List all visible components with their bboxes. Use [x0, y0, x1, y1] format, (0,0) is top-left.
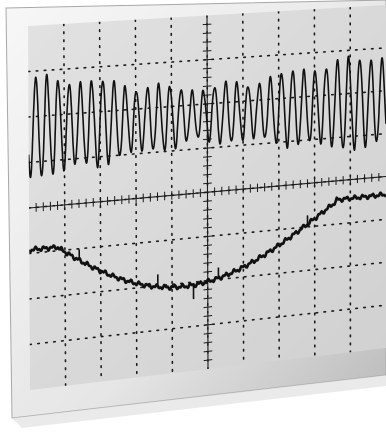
frame-shadow: [12, 375, 386, 428]
axis-tick: [203, 173, 212, 176]
axis-tick: [203, 226, 212, 229]
axis-tick: [203, 270, 213, 273]
axis-tick: [202, 23, 212, 26]
axis-tick: [202, 50, 212, 52]
axis-tick: [202, 111, 212, 114]
axis-tick: [203, 164, 212, 167]
axis-tick: [203, 332, 213, 335]
axis-tick: [203, 288, 213, 291]
axis-tick: [202, 41, 212, 43]
lower-trace-spikes: [78, 215, 309, 300]
grid-vline: [277, 10, 281, 362]
axis-tick: [202, 76, 212, 79]
center-axes: [28, 15, 386, 370]
axis-tick: [203, 350, 213, 353]
axis-tick: [203, 156, 212, 158]
axis-tick: [203, 262, 213, 264]
axis-tick: [203, 359, 213, 362]
lower-trace: [28, 191, 386, 291]
axis-tick: [203, 235, 212, 238]
axis-tick: [203, 253, 213, 256]
axis-tick: [202, 103, 212, 105]
axis-tick: [203, 200, 212, 202]
axis-tick: [202, 32, 212, 34]
grid-vline: [134, 18, 138, 379]
upper-trace: [28, 55, 386, 179]
axis-tick: [203, 217, 212, 220]
axis-tick: [202, 67, 212, 70]
axis-tick: [203, 341, 213, 344]
axis-tick: [203, 323, 213, 326]
axis-tick: [203, 182, 212, 185]
axis-tick: [203, 209, 212, 211]
axis-tick: [203, 191, 212, 194]
axis-tick: [203, 244, 212, 247]
axis-tick: [203, 147, 212, 149]
axis-tick: [202, 85, 212, 88]
axis-tick: [202, 58, 212, 61]
axis-tick: [203, 297, 213, 300]
axis-tick: [203, 306, 213, 309]
axis-tick: [203, 315, 213, 317]
